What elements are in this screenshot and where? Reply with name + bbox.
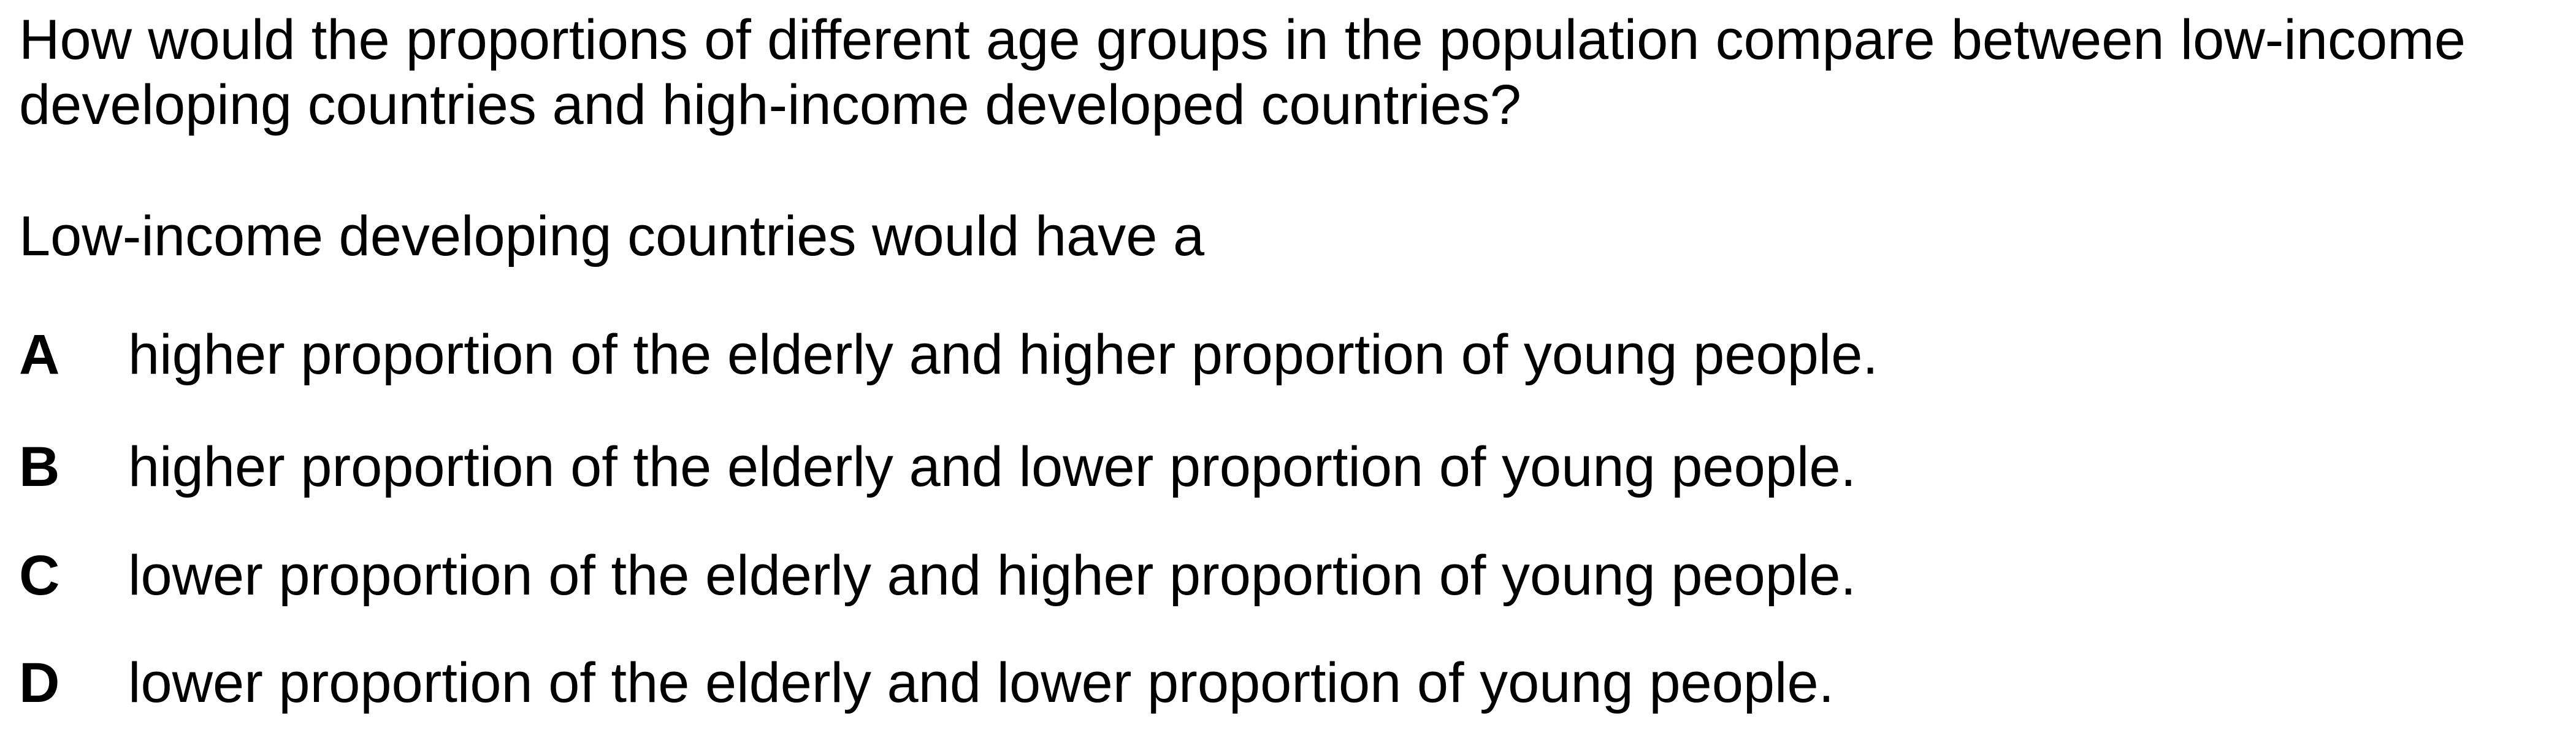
question-stem: Low-income developing countries would ha… (19, 205, 1205, 268)
option-letter: C (19, 544, 60, 607)
answer-options: A higher proportion of the elderly and h… (19, 0, 2533, 732)
option-text: lower proportion of the elderly and lowe… (128, 652, 1835, 714)
option-letter: B (19, 436, 60, 498)
option-letter: D (19, 652, 60, 714)
option-text: higher proportion of the elderly and low… (128, 436, 1857, 498)
option-letter: A (19, 323, 60, 386)
option-text: higher proportion of the elderly and hig… (128, 323, 1878, 386)
question-text: How would the proportions of different a… (19, 9, 2466, 136)
option-text: lower proportion of the elderly and high… (128, 544, 1857, 607)
